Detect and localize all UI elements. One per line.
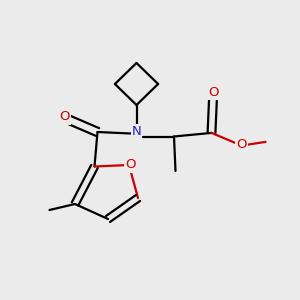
Text: O: O — [208, 86, 218, 99]
Text: O: O — [59, 110, 70, 124]
Text: N: N — [132, 125, 141, 139]
Text: O: O — [236, 138, 247, 152]
Text: O: O — [125, 158, 136, 172]
